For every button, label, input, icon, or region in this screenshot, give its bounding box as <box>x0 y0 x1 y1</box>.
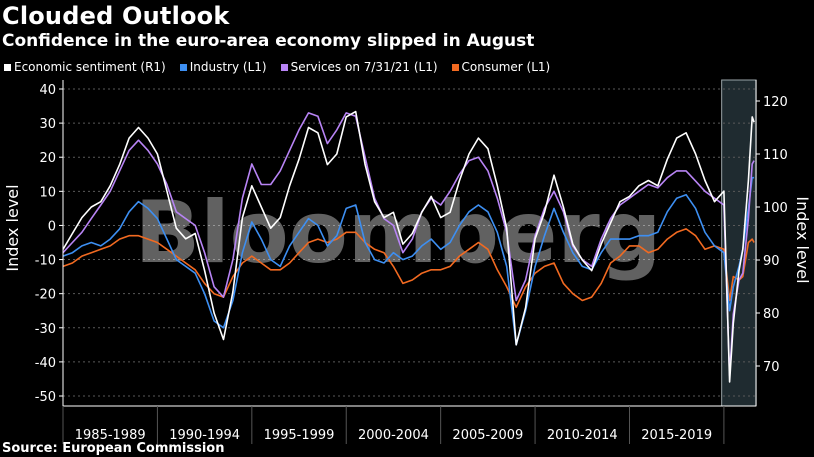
legend-swatch-consumer <box>451 63 459 71</box>
right-tick-label: 100 <box>763 201 788 216</box>
left-tick-label: -30 <box>35 322 56 337</box>
series-lines <box>62 110 755 383</box>
x-tick-label: 2000-2004 <box>358 428 429 443</box>
y-axis-label-right: Index level <box>793 196 812 283</box>
bloomberg-watermark: Bloomberg <box>135 183 662 283</box>
left-tick-label: -40 <box>35 356 56 371</box>
y-axis-label-left: Index level <box>3 184 22 271</box>
left-tick-label: 0 <box>48 219 56 234</box>
x-tick-label: 1990-1994 <box>169 428 240 443</box>
x-tick-label: 2015-2019 <box>641 428 712 443</box>
chart-legend: Economic sentiment (R1) Industry (L1) Se… <box>4 60 550 74</box>
page-subtitle: Confidence in the euro-area economy slip… <box>2 31 535 51</box>
axes <box>62 80 757 407</box>
right-tick-label: 70 <box>763 360 780 375</box>
x-tick-label: 1995-1999 <box>264 428 335 443</box>
legend-swatch-services <box>280 63 288 71</box>
right-axis-ticks: 120 110 100 90 80 70 <box>756 95 788 375</box>
left-tick-label: -20 <box>35 288 56 303</box>
x-tick-label: 1985-1989 <box>75 428 146 443</box>
legend-swatch-industry <box>179 63 187 71</box>
series-line-sentiment <box>62 110 755 383</box>
legend-label-industry: Industry (L1) <box>189 60 267 74</box>
legend-label-services: Services on 7/31/21 (L1) <box>290 60 438 74</box>
right-tick-label: 80 <box>763 307 780 322</box>
left-tick-label: 40 <box>39 83 56 98</box>
legend-item-consumer[interactable]: Consumer (L1) <box>451 60 551 74</box>
series-line-consumer <box>62 228 755 309</box>
x-tick-label: 2005-2009 <box>452 428 523 443</box>
left-tick-label: -10 <box>35 254 56 269</box>
series-line-industry <box>62 176 755 346</box>
right-tick-label: 120 <box>763 95 788 110</box>
left-tick-label: 10 <box>39 185 56 200</box>
left-tick-label: -50 <box>35 390 56 405</box>
left-tick-label: 20 <box>39 151 56 166</box>
right-tick-label: 110 <box>763 148 788 163</box>
legend-label-sentiment: Economic sentiment (R1) <box>14 60 166 74</box>
x-axis-labels: 1985-1989 1990-1994 1995-1999 2000-2004 2005… <box>62 406 725 444</box>
page-title: Clouded Outlook <box>2 2 230 30</box>
legend-item-sentiment[interactable]: Economic sentiment (R1) <box>4 60 166 74</box>
legend-swatch-sentiment <box>4 63 11 71</box>
x-tick-label: 2010-2014 <box>547 428 618 443</box>
grid-lines <box>63 88 756 397</box>
legend-item-services[interactable]: Services on 7/31/21 (L1) <box>280 60 438 74</box>
right-tick-label: 90 <box>763 254 780 269</box>
legend-item-industry[interactable]: Industry (L1) <box>179 60 267 74</box>
legend-label-consumer: Consumer (L1) <box>461 60 551 74</box>
left-tick-label: 30 <box>39 117 56 132</box>
left-axis-ticks: 40 30 20 10 0 -10 -20 -30 -40 -50 <box>35 83 63 405</box>
source-note: Source: European Commission <box>2 441 225 456</box>
